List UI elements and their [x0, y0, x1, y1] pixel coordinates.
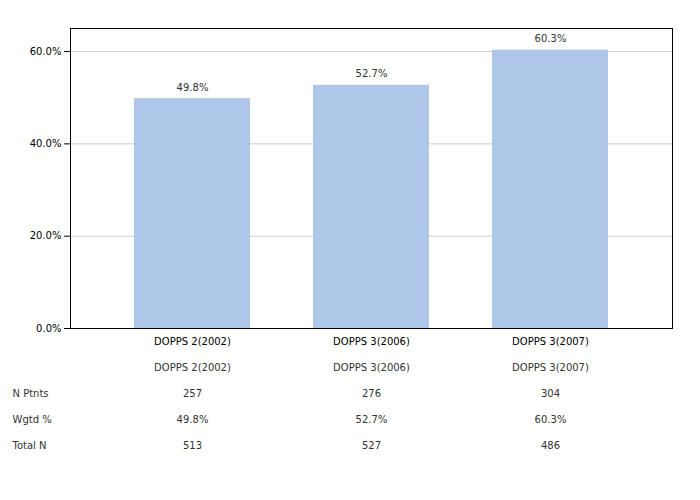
svg-text:DOPPS 3(2006): DOPPS 3(2006) [333, 336, 410, 347]
svg-text:513: 513 [183, 440, 202, 451]
svg-text:304: 304 [541, 388, 560, 399]
svg-text:40.0%: 40.0% [30, 138, 62, 149]
svg-text:49.8%: 49.8% [177, 82, 209, 93]
svg-text:DOPPS 3(2007): DOPPS 3(2007) [512, 336, 589, 347]
svg-text:60.0%: 60.0% [30, 46, 62, 57]
svg-text:DOPPS 2(2002): DOPPS 2(2002) [154, 362, 231, 373]
svg-text:DOPPS 3(2007): DOPPS 3(2007) [512, 362, 589, 373]
svg-text:257: 257 [183, 388, 202, 399]
svg-text:20.0%: 20.0% [30, 230, 62, 241]
svg-text:49.8%: 49.8% [177, 414, 209, 425]
svg-text:Wgtd %: Wgtd % [13, 414, 52, 425]
svg-text:486: 486 [541, 440, 560, 451]
svg-text:60.3%: 60.3% [535, 414, 567, 425]
svg-text:DOPPS 2(2002): DOPPS 2(2002) [154, 336, 231, 347]
svg-text:52.7%: 52.7% [356, 68, 388, 79]
svg-text:Total N: Total N [12, 440, 47, 451]
svg-text:0.0%: 0.0% [36, 323, 61, 334]
svg-text:60.3%: 60.3% [535, 33, 567, 44]
svg-text:52.7%: 52.7% [356, 414, 388, 425]
svg-text:DOPPS 3(2006): DOPPS 3(2006) [333, 362, 410, 373]
svg-text:276: 276 [362, 388, 381, 399]
svg-text:N Ptnts: N Ptnts [13, 388, 49, 399]
svg-text:527: 527 [362, 440, 381, 451]
